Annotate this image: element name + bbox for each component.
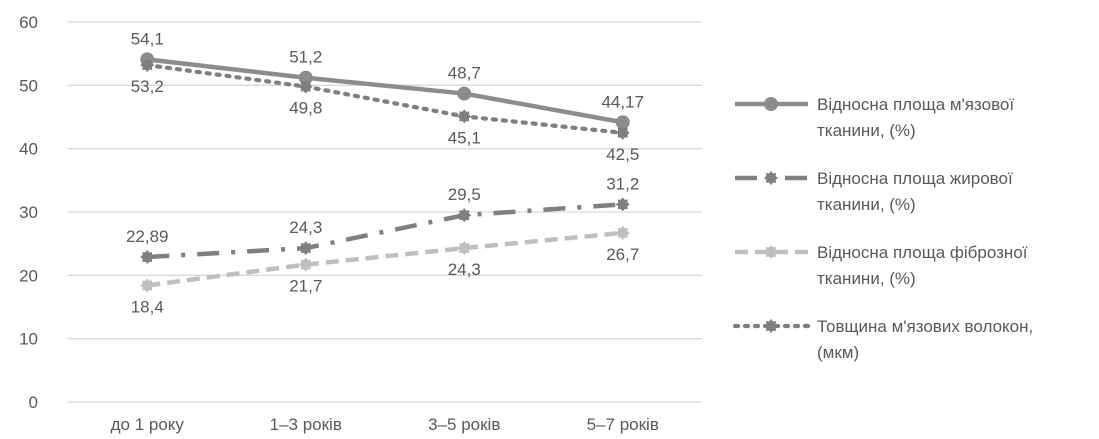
series-4 bbox=[140, 58, 630, 140]
data-point bbox=[457, 86, 472, 101]
data-point bbox=[457, 241, 472, 256]
data-point bbox=[140, 250, 155, 265]
data-label: 44,17 bbox=[601, 92, 644, 111]
data-label: 45,1 bbox=[448, 128, 481, 147]
legend-item-3: Відносна площа фіброзної тканини, (%) bbox=[735, 243, 1028, 288]
legend-item-2: Відносна площа жирової тканини, (%) bbox=[735, 169, 1013, 214]
data-point bbox=[298, 257, 313, 272]
legend-marker bbox=[764, 97, 778, 111]
series-line bbox=[146, 57, 624, 125]
data-label: 21,7 bbox=[289, 277, 322, 296]
x-tick-label: 3–5 років bbox=[428, 415, 500, 434]
legend-label: (мкм) bbox=[817, 343, 859, 362]
y-tick-label: 50 bbox=[19, 76, 38, 95]
series-group bbox=[140, 52, 630, 293]
legend-marker bbox=[764, 171, 778, 185]
data-label: 53,2 bbox=[131, 77, 164, 96]
x-tick-label: до 1 року bbox=[111, 415, 185, 434]
data-label: 18,4 bbox=[131, 297, 164, 316]
y-tick-label: 60 bbox=[19, 13, 38, 32]
y-tick-label: 0 bbox=[29, 393, 38, 412]
series-line bbox=[145, 62, 625, 135]
data-label: 26,7 bbox=[606, 245, 639, 264]
legend-item-1: Відносна площа м'язової тканини, (%) bbox=[735, 95, 1014, 140]
series-3 bbox=[140, 225, 630, 293]
legend-label: Відносна площа фіброзної bbox=[817, 243, 1028, 262]
legend-label: тканини, (%) bbox=[817, 195, 916, 214]
legend-marker bbox=[764, 245, 778, 259]
legend-label: Товщина м'язових волокон, bbox=[817, 317, 1033, 336]
data-label: 54,1 bbox=[131, 29, 164, 48]
x-axis-ticks: до 1 року 1–3 років 3–5 років 5–7 років bbox=[111, 415, 659, 434]
data-label: 24,3 bbox=[289, 218, 322, 237]
data-label: 24,3 bbox=[448, 260, 481, 279]
series-2 bbox=[140, 197, 630, 265]
data-label: 31,2 bbox=[606, 174, 639, 193]
data-label: 51,2 bbox=[289, 48, 322, 67]
data-point bbox=[298, 79, 313, 94]
y-tick-label: 20 bbox=[19, 266, 38, 285]
data-label: 48,7 bbox=[448, 64, 481, 83]
legend-label: тканини, (%) bbox=[817, 121, 916, 140]
data-point bbox=[298, 241, 313, 256]
series-line bbox=[147, 202, 623, 260]
data-point bbox=[457, 208, 472, 223]
legend-label: Відносна площа жирової bbox=[817, 169, 1013, 188]
legend-marker bbox=[764, 319, 778, 333]
data-point bbox=[615, 197, 630, 212]
data-labels: 54,1 51,2 48,7 44,17 22,89 24,3 29,5 31,2 18,4 21… bbox=[126, 29, 644, 316]
legend-item-4: Товщина м'язових волокон, (мкм) bbox=[732, 317, 1033, 362]
series-1 bbox=[140, 52, 630, 130]
y-tick-label: 10 bbox=[19, 330, 38, 349]
y-tick-label: 40 bbox=[19, 140, 38, 159]
legend-label: Відносна площа м'язової bbox=[817, 95, 1014, 114]
data-point bbox=[140, 278, 155, 293]
x-tick-label: 5–7 років bbox=[587, 415, 659, 434]
data-point bbox=[615, 125, 630, 140]
data-point bbox=[140, 58, 155, 73]
y-axis-ticks: 0 10 20 30 40 50 60 bbox=[19, 13, 38, 412]
y-tick-label: 30 bbox=[19, 203, 38, 222]
data-label: 49,8 bbox=[289, 99, 322, 118]
series-line bbox=[146, 230, 623, 288]
data-label: 22,89 bbox=[126, 227, 169, 246]
legend-label: тканини, (%) bbox=[817, 269, 916, 288]
data-label: 42,5 bbox=[606, 145, 639, 164]
data-label: 29,5 bbox=[448, 185, 481, 204]
x-tick-label: 1–3 років bbox=[270, 415, 342, 434]
data-point bbox=[615, 225, 630, 240]
data-point bbox=[457, 109, 472, 124]
